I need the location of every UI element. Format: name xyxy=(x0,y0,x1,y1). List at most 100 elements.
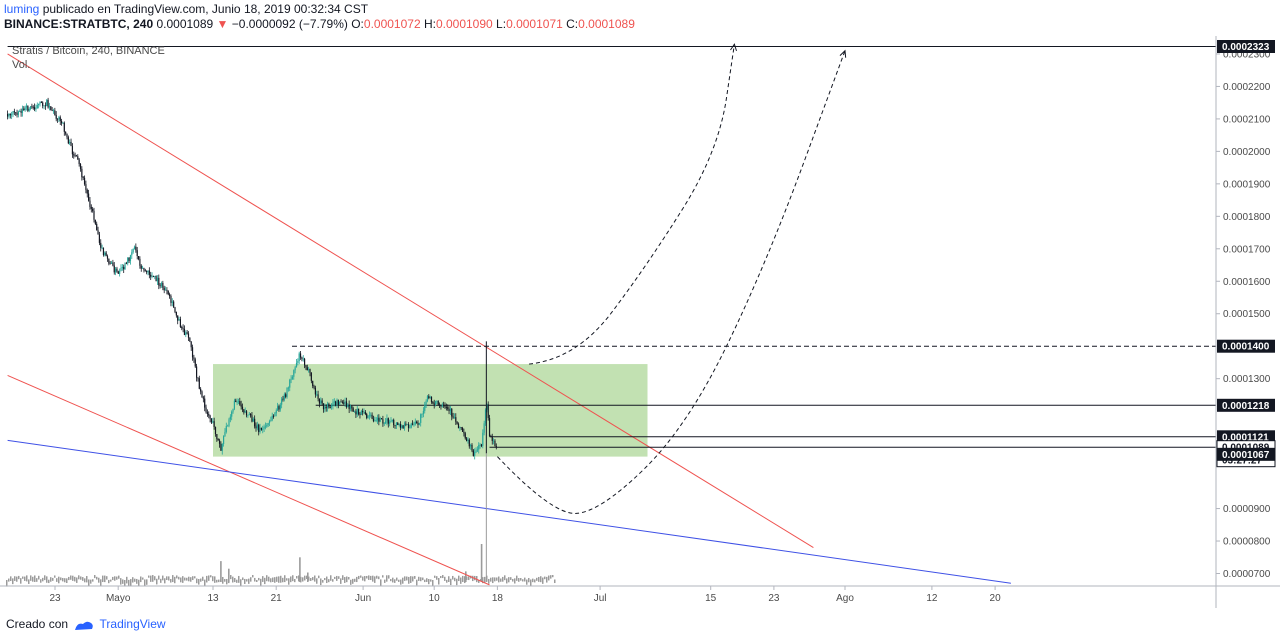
candle-body xyxy=(478,445,480,450)
tradingview-brand-link[interactable]: TradingView xyxy=(99,617,166,631)
candle-body xyxy=(108,258,110,264)
projection-1 xyxy=(528,44,735,365)
volume-bar xyxy=(530,579,532,586)
candle-body xyxy=(150,274,152,277)
candle-body xyxy=(407,424,410,429)
candle-body xyxy=(160,282,163,286)
candle-body xyxy=(313,385,315,388)
candle-body xyxy=(9,113,11,116)
candle-body xyxy=(24,107,26,111)
candle-body xyxy=(217,438,219,441)
candle-body xyxy=(305,365,307,368)
candle-body xyxy=(106,256,109,259)
candle-body xyxy=(212,421,214,423)
candle-body xyxy=(110,262,113,264)
volume-bar xyxy=(502,576,504,582)
price-chart[interactable]: 0.0000700 0.0000800 0.0000900 0.0001300 0.00… xyxy=(0,36,1280,608)
candle-body xyxy=(425,401,427,405)
volume-bar xyxy=(310,578,312,581)
y-tick-label: 0.0001600 xyxy=(1223,277,1271,288)
candle-body xyxy=(440,404,442,407)
candle-body xyxy=(137,256,140,259)
volume-bar xyxy=(16,576,18,582)
author-link[interactable]: luming xyxy=(4,2,40,16)
candle-body xyxy=(97,230,99,235)
volume-bar xyxy=(240,579,242,586)
candle-body xyxy=(298,353,300,361)
candle-body xyxy=(162,282,164,288)
candle-body xyxy=(417,422,419,425)
candle-body xyxy=(129,255,132,261)
volume-bar xyxy=(48,579,50,584)
candle-body xyxy=(69,141,71,144)
chart-area[interactable]: 0.0000700 0.0000800 0.0000900 0.0001300 0.00… xyxy=(0,36,1280,608)
price-label: 03:27:27 xyxy=(1222,456,1262,467)
volume-bar xyxy=(76,577,78,583)
candle-body xyxy=(70,141,72,147)
volume-bar xyxy=(456,578,458,586)
candle-body xyxy=(356,408,358,415)
candle-body xyxy=(483,423,485,433)
candle-body xyxy=(320,400,322,404)
candle-body xyxy=(209,415,211,419)
candle-body xyxy=(339,401,341,405)
volume-bar xyxy=(426,578,428,582)
candle-body xyxy=(439,404,441,406)
candle-body xyxy=(131,252,133,256)
candle-body xyxy=(255,426,257,429)
trendline-lower-channel xyxy=(7,374,490,586)
volume-bar xyxy=(18,575,20,580)
volume-bar xyxy=(32,576,34,582)
volume-bar xyxy=(168,576,170,581)
volume-bar xyxy=(214,576,216,583)
candle-body xyxy=(115,268,117,273)
volume-bar xyxy=(282,577,284,583)
x-tick-label: 12 xyxy=(926,593,938,604)
candle-body xyxy=(402,425,404,429)
candle-body xyxy=(73,154,75,156)
candle-body xyxy=(13,111,15,113)
candle-body xyxy=(21,108,24,113)
candle-body xyxy=(46,99,48,107)
volume-bar xyxy=(266,575,268,582)
volume-bar xyxy=(524,577,526,582)
candle-body xyxy=(175,311,177,316)
candle-body xyxy=(12,111,14,115)
candle-body xyxy=(151,275,153,277)
candle-body xyxy=(194,359,196,367)
volume-bar xyxy=(250,577,252,582)
candle-body xyxy=(248,413,250,415)
volume-bar xyxy=(272,577,274,582)
volume-legend[interactable]: Vol. xyxy=(12,59,31,71)
volume-bar xyxy=(358,575,360,580)
candle-body xyxy=(318,398,321,404)
volume-bar xyxy=(202,576,204,581)
candle-body xyxy=(66,133,68,138)
series-legend[interactable]: Stratis / Bitcoin, 240, BINANCE xyxy=(12,45,165,57)
candle-body xyxy=(132,248,134,253)
volume-bar xyxy=(364,576,366,582)
candle-body xyxy=(236,402,238,403)
candle-body xyxy=(335,401,337,406)
candle-body xyxy=(225,426,227,432)
low-label: L: xyxy=(496,17,507,31)
candle-body xyxy=(326,403,329,409)
candle-body xyxy=(170,295,172,303)
candle-body xyxy=(455,417,457,422)
candle-body xyxy=(223,436,225,445)
plot-background[interactable] xyxy=(0,36,1216,586)
x-tick-label: 23 xyxy=(768,593,780,604)
candle-body xyxy=(382,419,384,424)
candle-body xyxy=(127,257,129,264)
volume-bar xyxy=(8,578,10,582)
candle-body xyxy=(105,252,107,257)
candle-body xyxy=(333,401,335,403)
volume-bar xyxy=(178,576,180,580)
candle-body xyxy=(409,427,411,429)
volume-bar xyxy=(26,575,28,582)
candle-body xyxy=(414,421,416,425)
volume-bar xyxy=(438,577,440,585)
candle-body xyxy=(205,407,207,413)
candle-body xyxy=(177,315,179,321)
volume-bar xyxy=(198,578,200,585)
